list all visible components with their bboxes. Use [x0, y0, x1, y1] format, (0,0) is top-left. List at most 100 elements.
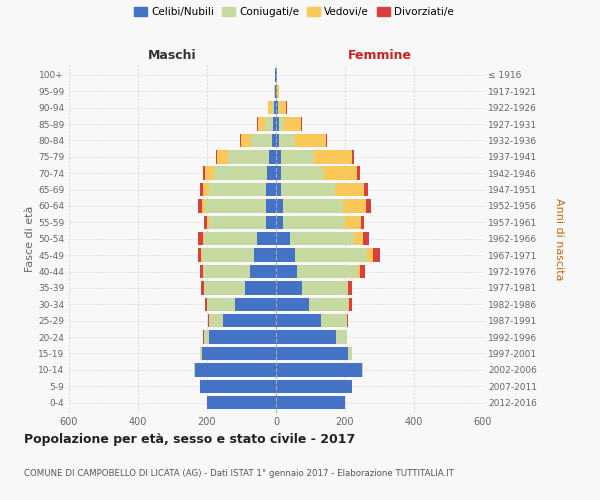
Bar — [276, 183, 281, 196]
Bar — [276, 380, 352, 393]
Bar — [200, 347, 202, 360]
Bar — [223, 314, 276, 328]
Bar — [202, 199, 205, 212]
Bar — [251, 134, 272, 147]
Bar — [367, 248, 373, 262]
Bar — [276, 363, 362, 376]
Bar — [265, 118, 273, 130]
Bar — [276, 150, 281, 164]
Bar — [200, 183, 203, 196]
Text: Maschi: Maschi — [148, 48, 197, 62]
Text: COMUNE DI CAMPOBELLO DI LICATA (AG) - Dati ISTAT 1° gennaio 2017 - Elaborazione : COMUNE DI CAMPOBELLO DI LICATA (AG) - Da… — [24, 469, 454, 478]
Bar — [202, 347, 276, 360]
Bar — [207, 216, 209, 229]
Bar — [283, 216, 345, 229]
Bar — [276, 68, 277, 82]
Bar — [254, 248, 276, 262]
Bar — [348, 281, 352, 294]
Bar — [323, 166, 357, 180]
Bar — [204, 216, 207, 229]
Bar — [349, 298, 352, 311]
Bar — [257, 118, 258, 130]
Bar — [296, 265, 357, 278]
Bar — [266, 183, 276, 196]
Bar — [207, 396, 276, 409]
Bar — [345, 216, 361, 229]
Bar — [276, 101, 278, 114]
Bar — [302, 281, 347, 294]
Bar — [280, 101, 286, 114]
Bar — [195, 363, 276, 376]
Bar — [203, 166, 205, 180]
Bar — [295, 248, 367, 262]
Bar — [205, 199, 266, 212]
Bar — [200, 265, 203, 278]
Bar — [347, 281, 348, 294]
Bar — [314, 150, 352, 164]
Bar — [281, 150, 314, 164]
Legend: Celibi/Nubili, Coniugati/e, Vedovi/e, Divorziati/e: Celibi/Nubili, Coniugati/e, Vedovi/e, Di… — [130, 2, 458, 22]
Bar — [245, 281, 276, 294]
Bar — [366, 199, 371, 212]
Bar — [276, 84, 277, 98]
Bar — [266, 199, 276, 212]
Bar — [276, 298, 309, 311]
Bar — [202, 248, 254, 262]
Bar — [353, 232, 363, 245]
Bar — [277, 84, 279, 98]
Text: Popolazione per età, sesso e stato civile - 2017: Popolazione per età, sesso e stato civil… — [24, 432, 355, 446]
Bar — [280, 134, 295, 147]
Bar — [272, 101, 274, 114]
Bar — [272, 134, 276, 147]
Bar — [203, 265, 250, 278]
Bar — [209, 216, 266, 229]
Bar — [215, 150, 217, 164]
Bar — [205, 298, 207, 311]
Bar — [201, 248, 202, 262]
Bar — [214, 166, 268, 180]
Bar — [290, 232, 353, 245]
Bar — [360, 265, 365, 278]
Bar — [349, 347, 352, 360]
Bar — [273, 118, 276, 130]
Bar — [276, 118, 279, 130]
Bar — [209, 183, 266, 196]
Bar — [200, 380, 276, 393]
Bar — [228, 150, 269, 164]
Bar — [326, 134, 327, 147]
Bar — [276, 216, 283, 229]
Bar — [208, 314, 209, 328]
Bar — [266, 216, 276, 229]
Bar — [205, 166, 214, 180]
Bar — [241, 134, 251, 147]
Bar — [275, 68, 276, 82]
Bar — [217, 150, 228, 164]
Bar — [274, 84, 275, 98]
Bar — [276, 281, 302, 294]
Bar — [203, 330, 209, 344]
Bar — [199, 232, 203, 245]
Bar — [269, 150, 276, 164]
Bar — [363, 232, 370, 245]
Bar — [199, 199, 202, 212]
Bar — [352, 150, 353, 164]
Bar — [309, 298, 349, 311]
Bar — [276, 314, 321, 328]
Bar — [278, 101, 280, 114]
Bar — [276, 347, 349, 360]
Bar — [281, 166, 323, 180]
Bar — [364, 183, 368, 196]
Bar — [343, 199, 366, 212]
Bar — [295, 134, 326, 147]
Bar — [279, 118, 284, 130]
Bar — [209, 314, 223, 328]
Bar — [194, 363, 195, 376]
Bar — [276, 199, 283, 212]
Bar — [257, 232, 276, 245]
Bar — [258, 118, 265, 130]
Bar — [235, 298, 276, 311]
Bar — [276, 248, 295, 262]
Bar — [268, 166, 276, 180]
Bar — [207, 298, 235, 311]
Bar — [357, 166, 360, 180]
